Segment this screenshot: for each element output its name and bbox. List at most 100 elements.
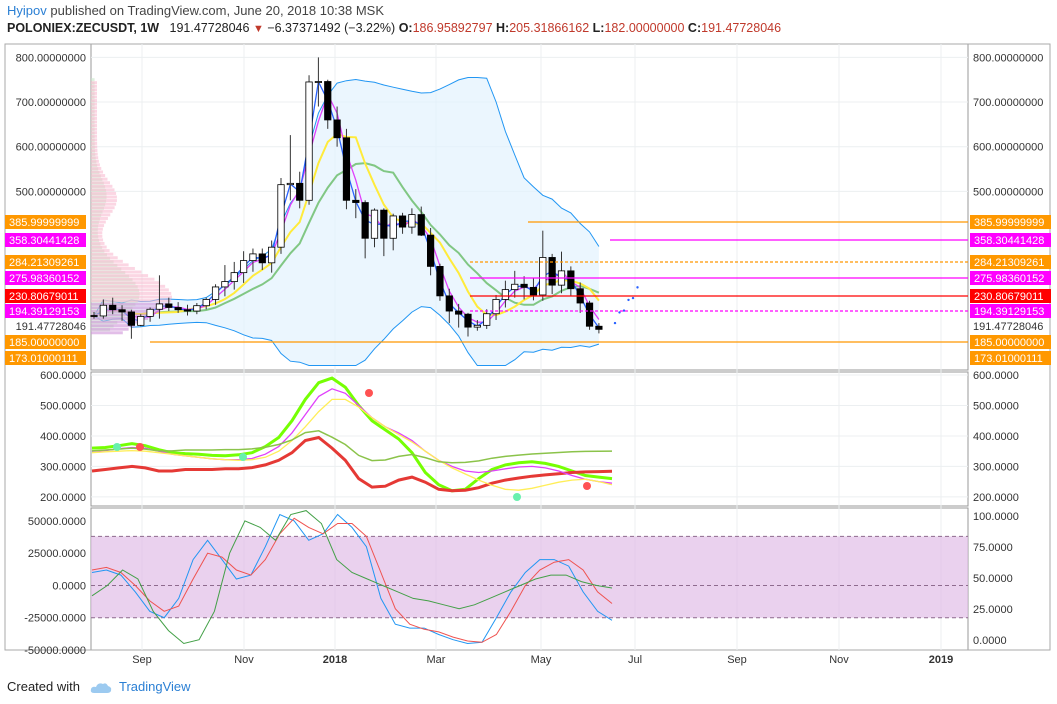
indicator-tick-label: 500.0000 [40,401,86,413]
x-tick-label: May [531,654,552,666]
indicator-line-1 [91,376,613,493]
candle-body [118,309,126,313]
tradingview-link[interactable]: TradingView [119,679,191,694]
candle-body [455,310,463,315]
candle-body [146,308,154,317]
oscillator-tick-left: -50000.0000 [24,645,86,657]
candle-body [155,303,164,310]
level-tag [5,271,86,285]
signal-dot [239,453,247,461]
candle-body [211,286,220,300]
oscillator-band [91,536,968,618]
candle-body [501,289,510,300]
level-tag [970,255,1051,269]
candle-body [464,313,472,328]
candle-body [296,182,304,201]
indicator-tick-label: 200.0000 [40,492,86,504]
high-value: 205.31866162 [509,21,590,35]
price-tick-label: 500.00000000 [973,186,1043,198]
volume-bar [91,320,142,324]
indicator-line-4 [91,398,613,491]
candle-body [436,265,444,297]
level-label: 230.80679011 [974,291,1044,303]
volume-bar [91,95,97,99]
volume-bar [91,224,105,228]
volume-bar [91,238,104,242]
level-label: 358.30441428 [9,235,79,247]
candle-body [249,253,257,261]
indicator-tick-label: 400.0000 [973,431,1019,443]
author-name[interactable]: Hyipov [7,3,47,18]
level-label: 358.30441428 [974,235,1044,247]
level-tag [970,289,1051,303]
volume-bar [91,177,108,181]
volume-bar [91,88,97,92]
volume-bar [91,195,117,199]
bollinger-fill [94,77,599,366]
bollinger-lower [93,306,600,366]
down-arrow-icon: ▼ [252,23,264,35]
level-label: 194.39129153 [974,306,1044,318]
volume-bar [91,174,106,178]
volume-bar [91,316,149,320]
volume-bar [91,299,172,303]
price-tick-label: 600.00000000 [16,142,86,154]
published-text: published on TradingView.com, June 20, 2… [50,3,385,18]
volume-bar [91,159,99,163]
volume-bar [91,116,98,120]
x-tick-label: 2019 [929,654,953,666]
candle-body [305,81,313,201]
candle-body [595,325,603,330]
candle-body [426,234,435,267]
level-tag [970,304,1051,318]
volume-bar [91,191,117,195]
volume-bar [91,124,98,128]
level-tag [970,271,1051,285]
candle-body [389,215,397,239]
projection-dot [627,298,630,302]
indicator-tick-label: 600.0000 [973,370,1019,382]
level-label: 275.98360152 [9,273,79,285]
candle-body [567,270,575,290]
indicator-tick-label: 600.0000 [40,370,86,382]
volume-bar [91,241,105,245]
price-tick-label: 800.00000000 [973,52,1043,64]
oscillator-tick-right: 25.0000 [973,604,1013,616]
projection-dot [618,311,621,314]
volume-bar [91,81,97,85]
volume-bar [91,131,98,135]
candle-body [258,253,266,264]
candle-body [529,286,538,296]
volume-bar [91,227,103,231]
volume-bar [91,324,135,328]
level-label: 385.99999999 [9,217,79,229]
candle-body [90,315,98,317]
candle-body [277,184,285,248]
candle-body [221,281,229,288]
low-label: L: [592,21,605,35]
candle-body [342,137,351,201]
volume-bar [91,209,113,213]
volume-bar [91,281,161,285]
level-label: 185.00000000 [974,337,1044,349]
level-tag [970,351,1051,365]
candle-body [137,316,145,326]
volume-bar [91,277,155,281]
candle-body [174,307,182,311]
x-tick-label: Jul [628,654,642,666]
oscillator-tick-left: 50000.0000 [28,516,86,528]
candle-body [314,81,323,83]
level-label: 173.01000111 [974,353,1043,365]
close-value: 191.47728046 [701,21,782,35]
volume-bar [91,113,98,117]
candle-body [127,311,135,326]
volume-bar [91,295,172,299]
ohlc-line: POLONIEX:ZECUSDT, 1W 191.47728046 ▼ −6.3… [7,21,781,35]
level-label: 275.98360152 [974,273,1044,285]
signal-dot [365,389,373,397]
signal-dot [583,482,591,490]
volume-bar [91,245,107,249]
price-tick-label: 600.00000000 [973,142,1043,154]
candle-body [473,324,481,328]
